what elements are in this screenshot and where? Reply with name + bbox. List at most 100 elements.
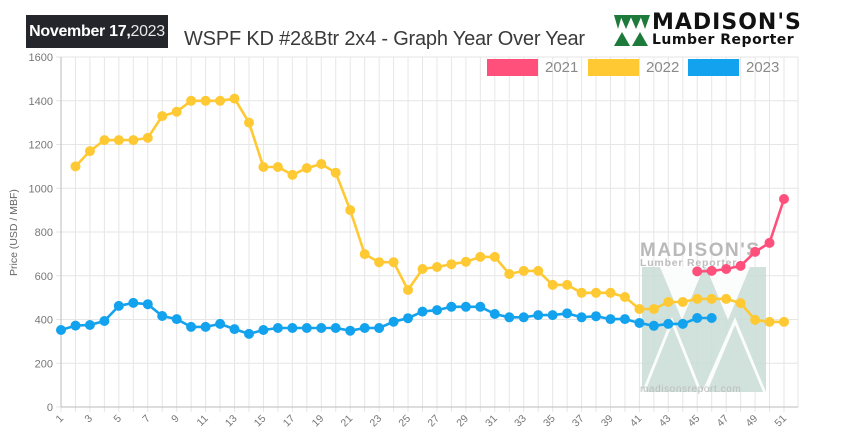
data-point-2022 xyxy=(721,293,732,304)
x-tick-label: 7 xyxy=(140,413,153,426)
x-tick-label: 17 xyxy=(281,413,298,430)
legend-label: 2021 xyxy=(545,59,579,76)
date-month-day: November 17, xyxy=(29,23,131,40)
data-point-2023 xyxy=(258,325,269,335)
x-tick-label: 47 xyxy=(715,413,732,430)
data-point-2023 xyxy=(200,321,211,332)
data-point-2023 xyxy=(345,325,356,336)
data-point-2022 xyxy=(403,285,413,295)
data-point-2022 xyxy=(287,169,298,180)
data-point-2023 xyxy=(301,323,312,333)
logo-title: MADISON'S xyxy=(652,10,802,35)
data-point-2023 xyxy=(388,316,399,327)
data-point-2023 xyxy=(489,309,500,319)
data-point-2022 xyxy=(388,257,399,268)
data-point-2023 xyxy=(706,313,717,323)
data-point-2023 xyxy=(417,306,428,317)
x-tick-label: 11 xyxy=(195,413,211,429)
data-point-2022 xyxy=(460,256,471,267)
data-point-2022 xyxy=(186,95,197,106)
data-point-2021 xyxy=(706,265,717,276)
data-point-2022 xyxy=(374,257,385,268)
madisons-logo: MADISON'S Lumber Reporter xyxy=(614,10,824,52)
data-point-2022 xyxy=(128,135,139,146)
x-tick-label: 43 xyxy=(657,413,674,430)
data-point-2023 xyxy=(663,318,674,329)
data-point-2022 xyxy=(504,269,515,279)
data-point-2022 xyxy=(142,132,153,143)
data-point-2023 xyxy=(547,310,558,321)
date-year: 2023 xyxy=(130,23,165,40)
data-point-2022 xyxy=(359,249,370,260)
data-point-2023 xyxy=(475,301,486,312)
data-point-2022 xyxy=(547,279,558,290)
data-point-2023 xyxy=(56,325,66,335)
y-tick-label: 1600 xyxy=(29,52,53,64)
watermark-triangle xyxy=(706,267,750,320)
data-point-2022 xyxy=(215,95,226,106)
y-tick-label: 1400 xyxy=(29,96,53,108)
data-point-2023 xyxy=(446,301,457,312)
y-tick-label: 800 xyxy=(35,227,53,239)
data-point-2023 xyxy=(634,318,645,328)
x-tick-label: 1 xyxy=(54,413,67,426)
x-tick-label: 19 xyxy=(310,413,327,430)
data-point-2022 xyxy=(432,262,442,272)
data-point-2022 xyxy=(258,162,269,172)
y-tick-label: 0 xyxy=(47,402,53,414)
y-tick-label: 400 xyxy=(35,315,53,327)
legend-swatch xyxy=(688,59,739,76)
series-2023 xyxy=(56,297,717,339)
watermark-triangle xyxy=(645,325,699,392)
data-point-2023 xyxy=(171,314,182,325)
data-point-2023 xyxy=(619,314,630,325)
watermark-url: madisonsreport.com xyxy=(640,384,741,395)
data-point-2023 xyxy=(330,323,341,333)
data-point-2023 xyxy=(229,324,240,335)
data-point-2023 xyxy=(157,311,168,321)
data-point-2023 xyxy=(605,314,616,325)
data-point-2022 xyxy=(518,265,529,276)
date-badge: November 17,2023 xyxy=(26,15,168,48)
chart-title: WSPF KD #2&Btr 2x4 - Graph Year Over Yea… xyxy=(184,28,585,50)
data-point-2021 xyxy=(692,266,703,277)
data-point-2022 xyxy=(634,304,645,314)
data-point-2022 xyxy=(692,293,703,304)
data-point-2021 xyxy=(779,194,789,204)
x-tick-label: 27 xyxy=(425,413,442,430)
data-point-2022 xyxy=(706,293,717,304)
data-point-2023 xyxy=(374,323,385,333)
y-tick-label: 600 xyxy=(35,271,53,283)
data-point-2022 xyxy=(70,161,81,172)
data-point-2022 xyxy=(779,316,789,327)
data-point-2022 xyxy=(301,163,312,174)
watermark-triangle xyxy=(707,325,763,392)
x-tick-label: 13 xyxy=(223,413,240,430)
data-point-2022 xyxy=(99,135,110,146)
logo-subtitle: Lumber Reporter xyxy=(652,32,795,48)
data-point-2022 xyxy=(764,316,775,327)
x-tick-label: 51 xyxy=(772,413,789,430)
x-tick-label: 9 xyxy=(169,413,182,426)
data-point-2023 xyxy=(215,318,226,329)
data-point-2023 xyxy=(432,305,442,316)
data-point-2023 xyxy=(287,323,298,333)
x-tick-label: 35 xyxy=(541,413,558,430)
data-point-2022 xyxy=(113,135,124,146)
legend-swatch xyxy=(588,59,639,76)
legend-label: 2023 xyxy=(746,59,780,76)
data-point-2023 xyxy=(359,323,370,333)
x-tick-label: 33 xyxy=(512,413,529,430)
data-point-2023 xyxy=(591,311,601,322)
data-point-2023 xyxy=(562,308,573,319)
series-2022 xyxy=(70,93,789,327)
series xyxy=(56,93,789,339)
x-tick-label: 21 xyxy=(339,413,356,430)
data-point-2023 xyxy=(186,321,197,332)
data-point-2022 xyxy=(316,159,327,169)
series-2021 xyxy=(692,194,789,277)
watermark-triangle xyxy=(660,267,704,320)
x-tick-label: 25 xyxy=(396,413,413,430)
data-point-2022 xyxy=(677,297,688,307)
